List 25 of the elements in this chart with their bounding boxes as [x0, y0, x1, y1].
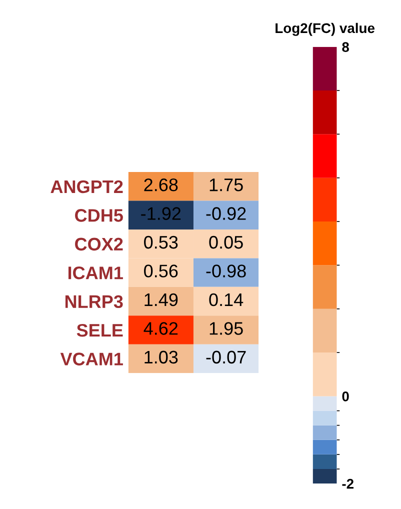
data-label: 0.56	[144, 264, 178, 278]
y-tick-label: ICAM1	[68, 266, 123, 280]
data-label: 0.53	[144, 236, 178, 249]
data-label: 0.05	[209, 236, 243, 249]
color-bar-title: Log2(FC) value	[276, 22, 374, 36]
data-label: 0.14	[209, 293, 244, 306]
data-label: -1.92	[141, 207, 181, 220]
data-label: 4.62	[144, 322, 178, 335]
data-label: -0.98	[206, 264, 246, 278]
y-tick-label: CDH5	[75, 209, 123, 222]
data-label: 1.49	[144, 293, 178, 306]
y-tick-label: VCAM1	[60, 352, 123, 366]
y-tick-label: NLRP3	[65, 295, 123, 308]
data-label: 1.75	[210, 178, 243, 192]
data-label: 1.95	[210, 322, 243, 335]
data-label: -0.07	[206, 350, 246, 364]
y-tick-label: ANGPT2	[50, 180, 123, 194]
color-bar-label: 8	[342, 42, 349, 52]
y-tick-label: COX2	[75, 238, 123, 251]
data-label: -0.92	[206, 207, 246, 220]
color-bar-label: -2	[342, 478, 354, 489]
data-label: 2.68	[144, 178, 178, 192]
color-bar-label: 0	[342, 392, 349, 402]
data-label: 1.03	[144, 350, 178, 364]
y-tick-label: SELE	[76, 324, 123, 337]
